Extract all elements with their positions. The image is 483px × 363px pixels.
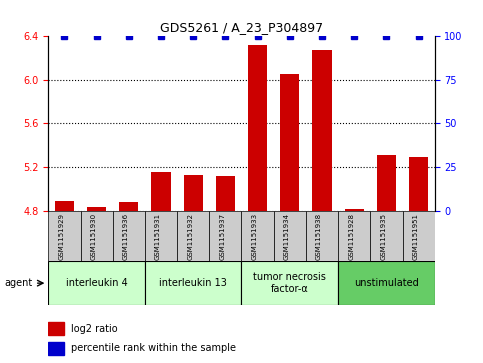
FancyBboxPatch shape — [145, 261, 242, 305]
Text: agent: agent — [5, 278, 33, 288]
Text: interleukin 4: interleukin 4 — [66, 278, 128, 288]
Text: GSM1151932: GSM1151932 — [187, 213, 193, 260]
FancyBboxPatch shape — [209, 211, 242, 261]
Bar — [151, 172, 170, 363]
Text: GSM1151951: GSM1151951 — [412, 213, 419, 260]
Bar — [409, 157, 428, 363]
FancyBboxPatch shape — [48, 211, 81, 261]
Bar — [48, 322, 64, 335]
Text: GSM1151934: GSM1151934 — [284, 213, 290, 260]
Text: GSM1151937: GSM1151937 — [219, 213, 226, 260]
FancyBboxPatch shape — [306, 211, 338, 261]
Title: GDS5261 / A_23_P304897: GDS5261 / A_23_P304897 — [160, 21, 323, 34]
Bar — [48, 342, 64, 355]
Bar — [313, 50, 332, 363]
Bar — [184, 175, 203, 363]
FancyBboxPatch shape — [145, 211, 177, 261]
Bar — [55, 201, 74, 363]
Text: GSM1151931: GSM1151931 — [155, 213, 161, 260]
FancyBboxPatch shape — [338, 261, 435, 305]
Bar — [87, 207, 106, 363]
FancyBboxPatch shape — [177, 211, 209, 261]
FancyBboxPatch shape — [274, 211, 306, 261]
Bar — [216, 176, 235, 363]
Bar — [248, 45, 267, 363]
FancyBboxPatch shape — [402, 211, 435, 261]
FancyBboxPatch shape — [242, 261, 338, 305]
FancyBboxPatch shape — [242, 211, 274, 261]
Text: GSM1151935: GSM1151935 — [381, 213, 386, 260]
Text: log2 ratio: log2 ratio — [71, 324, 118, 334]
FancyBboxPatch shape — [81, 211, 113, 261]
Text: interleukin 13: interleukin 13 — [159, 278, 227, 288]
FancyBboxPatch shape — [48, 261, 145, 305]
Text: GSM1151933: GSM1151933 — [252, 213, 257, 260]
FancyBboxPatch shape — [370, 211, 402, 261]
Text: GSM1151928: GSM1151928 — [348, 213, 354, 260]
Bar — [280, 74, 299, 363]
FancyBboxPatch shape — [113, 211, 145, 261]
Bar — [377, 155, 396, 363]
FancyBboxPatch shape — [338, 211, 370, 261]
Text: tumor necrosis
factor-α: tumor necrosis factor-α — [254, 272, 326, 294]
Text: percentile rank within the sample: percentile rank within the sample — [71, 343, 237, 354]
Bar — [119, 202, 139, 363]
Text: unstimulated: unstimulated — [354, 278, 419, 288]
Text: GSM1151930: GSM1151930 — [91, 213, 97, 260]
Bar — [344, 209, 364, 363]
Text: GSM1151938: GSM1151938 — [316, 213, 322, 260]
Text: GSM1151929: GSM1151929 — [58, 213, 64, 260]
Text: GSM1151936: GSM1151936 — [123, 213, 129, 260]
